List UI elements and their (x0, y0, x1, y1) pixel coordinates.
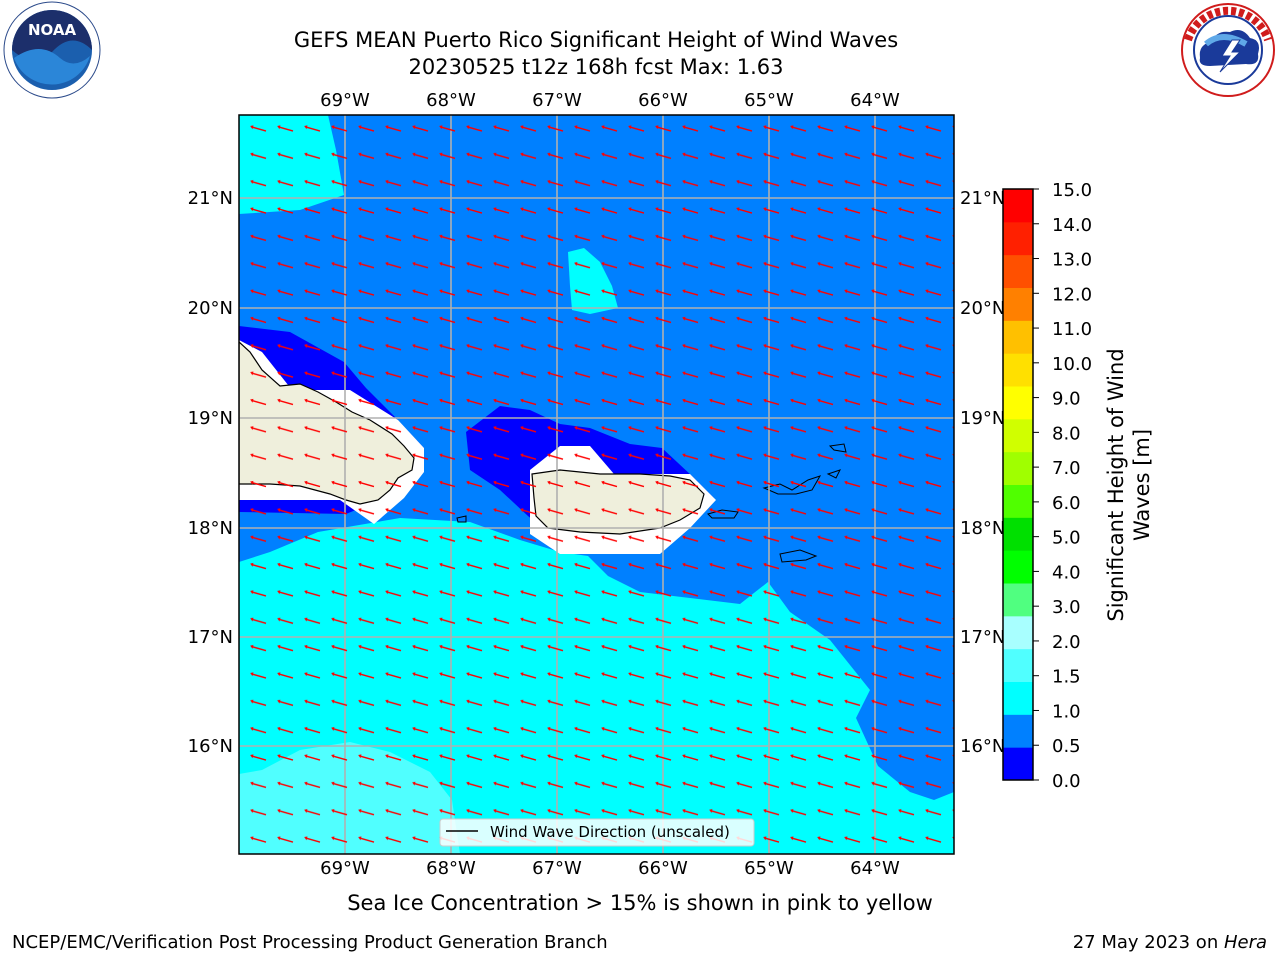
colorbar-segment (1003, 550, 1033, 584)
colorbar-tick-label: 4.0 (1052, 562, 1081, 583)
chart-title-line1: GEFS MEAN Puerto Rico Significant Height… (293, 28, 899, 52)
colorbar-tick-label: 12.0 (1052, 284, 1092, 305)
colorbar-segment (1003, 254, 1033, 288)
lat-tick-right: 18°N (960, 518, 1005, 539)
lat-tick-left: 16°N (188, 736, 233, 757)
footer-date-text: 27 May 2023 on (1072, 932, 1224, 953)
colorbar-tick-label: 9.0 (1052, 389, 1081, 410)
lon-tick-bottom: 69°W (320, 858, 370, 879)
colorbar-segment (1003, 615, 1033, 650)
colorbar-tick-label: 10.0 (1052, 354, 1092, 375)
colorbar-tick-label: 5.0 (1052, 528, 1081, 549)
lon-ticks-top: 69°W 68°W 67°W 66°W 65°W 64°W (320, 90, 900, 111)
lat-tick-right: 16°N (960, 736, 1005, 757)
colorbar-segment (1003, 484, 1033, 518)
map-legend: Wind Wave Direction (unscaled) (439, 818, 755, 847)
colorbar-segment (1003, 418, 1033, 453)
lon-tick-top: 69°W (320, 90, 370, 111)
colorbar-tick-label: 2.0 (1052, 632, 1081, 653)
lon-tick-bottom: 67°W (532, 858, 582, 879)
lat-tick-left: 17°N (188, 627, 233, 648)
colorbar-segment (1003, 648, 1033, 682)
colorbar-label-line1: Significant Height of Wind (1104, 348, 1128, 621)
colorbar-tick-label: 14.0 (1052, 215, 1092, 236)
colorbar-tick-label: 0.5 (1052, 736, 1081, 757)
colorbar-tick-label: 6.0 (1052, 493, 1081, 514)
colorbar-segment (1003, 517, 1033, 551)
svg-text:NOAA: NOAA (28, 21, 77, 39)
lat-tick-left: 19°N (188, 408, 233, 429)
lat-tick-right: 20°N (960, 298, 1005, 319)
lat-ticks-right: 21°N 20°N 19°N 18°N 17°N 16°N (960, 188, 1005, 757)
colorbar-segment (1003, 681, 1033, 715)
lon-tick-top: 64°W (850, 90, 900, 111)
colorbar-segment (1003, 747, 1033, 781)
colorbar-segment (1003, 583, 1033, 617)
colorbar-segment (1003, 451, 1033, 485)
colorbar-tick-label: 8.0 (1052, 423, 1081, 444)
colorbar (1002, 188, 1034, 781)
colorbar-tick-label: 0.0 (1052, 771, 1081, 792)
noaa-logo: NOAA (3, 1, 101, 99)
sea-ice-note: Sea Ice Concentration > 15% is shown in … (347, 891, 933, 915)
colorbar-ticks: 15.0 14.0 13.0 12.0 11.0 10.0 9.0 8.0 7.0 6.0 5.0 4… (1033, 180, 1092, 792)
lat-tick-left: 18°N (188, 518, 233, 539)
lat-tick-right: 17°N (960, 627, 1005, 648)
colorbar-tick-label: 13.0 (1052, 250, 1092, 271)
map-plot-area (239, 115, 954, 854)
lat-tick-left: 20°N (188, 298, 233, 319)
lat-tick-left: 21°N (188, 188, 233, 209)
colorbar-segment (1003, 714, 1033, 748)
colorbar-segment (1003, 320, 1033, 354)
colorbar-label-line2: Waves [m] (1130, 429, 1154, 541)
map-frame (238, 114, 955, 855)
footer-credit: NCEP/EMC/Verification Post Processing Pr… (12, 932, 608, 953)
lon-tick-bottom: 68°W (426, 858, 476, 879)
wind-direction-arrows (239, 115, 954, 854)
colorbar-frame (1002, 188, 1034, 781)
lat-tick-right: 21°N (960, 188, 1005, 209)
chart-title-line2: 20230525 t12z 168h fcst Max: 1.63 (408, 55, 784, 79)
colorbar-segment (1003, 221, 1033, 256)
colorbar-tick-label: 15.0 (1052, 180, 1092, 201)
lat-tick-right: 19°N (960, 408, 1005, 429)
lon-tick-top: 66°W (638, 90, 688, 111)
lon-ticks-bottom: 69°W 68°W 67°W 66°W 65°W 64°W (320, 858, 900, 879)
colorbar-label: Significant Height of Wind Waves [m] (1104, 348, 1154, 621)
nws-logo (1181, 3, 1275, 97)
footer-date: 27 May 2023 on Hera (1073, 932, 1267, 953)
colorbar-segment (1003, 189, 1033, 223)
colorbar-segment (1003, 287, 1033, 321)
lon-tick-bottom: 65°W (744, 858, 794, 879)
footer-host: Hera (1223, 932, 1267, 953)
colorbar-segment (1003, 386, 1033, 420)
colorbar-tick-label: 1.5 (1052, 667, 1081, 688)
colorbar-tick-label: 7.0 (1052, 458, 1081, 479)
lon-tick-bottom: 64°W (850, 858, 900, 879)
lon-tick-top: 67°W (532, 90, 582, 111)
lat-ticks-left: 21°N 20°N 19°N 18°N 17°N 16°N (188, 188, 233, 757)
colorbar-tick-label: 3.0 (1052, 597, 1081, 618)
lon-tick-top: 68°W (426, 90, 476, 111)
lon-tick-top: 65°W (744, 90, 794, 111)
colorbar-tick-label: 11.0 (1052, 319, 1092, 340)
colorbar-tick-label: 1.0 (1052, 701, 1081, 722)
lon-tick-bottom: 66°W (638, 858, 688, 879)
colorbar-segment (1003, 353, 1033, 387)
legend-label: Wind Wave Direction (unscaled) (490, 823, 730, 841)
